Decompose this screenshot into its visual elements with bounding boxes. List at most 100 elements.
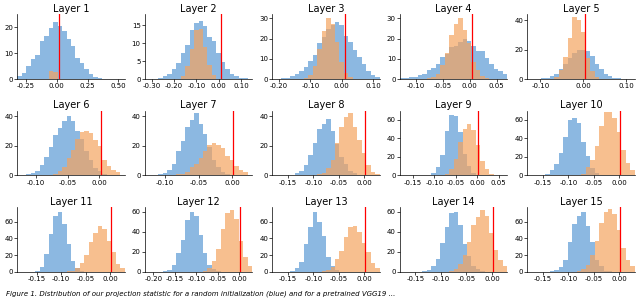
Bar — [207, 268, 212, 272]
Bar — [563, 136, 568, 176]
Bar — [102, 160, 107, 176]
Bar — [207, 145, 212, 176]
Bar — [53, 135, 58, 176]
Bar — [53, 174, 58, 176]
Bar — [440, 57, 445, 79]
Bar — [604, 271, 608, 272]
Bar — [481, 210, 485, 272]
Bar — [158, 174, 163, 176]
Bar — [22, 175, 26, 176]
Title: Layer 2: Layer 2 — [180, 4, 217, 14]
Bar — [572, 118, 577, 176]
Bar — [612, 78, 617, 79]
Bar — [326, 29, 330, 79]
Bar — [344, 36, 348, 79]
Bar — [154, 175, 158, 176]
Bar — [185, 45, 189, 79]
Bar — [317, 43, 321, 79]
Bar — [454, 212, 458, 272]
Title: Layer 6: Layer 6 — [52, 100, 89, 111]
Bar — [58, 171, 62, 176]
Bar — [344, 73, 348, 79]
Bar — [230, 175, 234, 176]
Bar — [67, 39, 71, 79]
Bar — [216, 145, 221, 176]
Bar — [212, 143, 216, 176]
Bar — [84, 69, 89, 79]
Bar — [476, 217, 481, 272]
Bar — [163, 76, 167, 79]
Bar — [577, 20, 581, 79]
Bar — [608, 271, 612, 272]
Bar — [490, 174, 494, 176]
Bar — [449, 169, 454, 176]
Bar — [595, 77, 599, 79]
Bar — [80, 271, 84, 272]
Bar — [49, 234, 53, 272]
Bar — [62, 224, 67, 272]
Bar — [107, 166, 111, 176]
Bar — [458, 142, 463, 176]
Bar — [35, 271, 40, 272]
Bar — [590, 255, 595, 272]
Bar — [180, 53, 185, 79]
Bar — [577, 50, 581, 79]
Bar — [321, 31, 326, 79]
Bar — [225, 69, 230, 79]
Bar — [431, 266, 436, 272]
Bar — [427, 175, 431, 176]
Bar — [476, 269, 481, 272]
Bar — [317, 222, 321, 272]
Bar — [163, 271, 167, 272]
Title: Layer 13: Layer 13 — [305, 197, 348, 207]
Bar — [559, 267, 563, 272]
Bar — [371, 75, 375, 79]
Bar — [362, 243, 366, 272]
Bar — [102, 174, 107, 176]
Bar — [362, 64, 366, 79]
Bar — [572, 17, 577, 79]
Bar — [243, 257, 248, 272]
Bar — [31, 59, 35, 79]
Bar — [335, 22, 339, 79]
Bar — [172, 265, 176, 272]
Bar — [481, 76, 485, 79]
Bar — [422, 74, 427, 79]
Bar — [330, 160, 335, 176]
Bar — [321, 173, 326, 176]
Bar — [321, 37, 326, 79]
Bar — [93, 140, 98, 176]
Bar — [291, 76, 295, 79]
Bar — [467, 125, 472, 176]
Bar — [194, 23, 198, 79]
Bar — [494, 250, 499, 272]
Bar — [116, 263, 120, 272]
Bar — [458, 264, 463, 272]
Bar — [541, 78, 545, 79]
Bar — [375, 174, 380, 176]
Bar — [17, 76, 22, 79]
Bar — [449, 47, 454, 79]
Bar — [335, 143, 339, 176]
Bar — [499, 71, 503, 79]
Bar — [375, 77, 380, 79]
Bar — [313, 143, 317, 176]
Bar — [44, 157, 49, 176]
Bar — [348, 42, 353, 79]
Bar — [49, 72, 53, 79]
Bar — [467, 41, 472, 79]
Bar — [339, 251, 344, 272]
Bar — [400, 78, 404, 79]
Bar — [550, 271, 554, 272]
Bar — [212, 269, 216, 272]
Bar — [357, 175, 362, 176]
Bar — [330, 266, 335, 272]
Bar — [212, 75, 216, 79]
Bar — [194, 164, 198, 176]
Bar — [463, 244, 467, 272]
Bar — [344, 117, 348, 176]
Bar — [49, 148, 53, 176]
Bar — [458, 132, 463, 176]
Bar — [348, 77, 353, 79]
Bar — [599, 266, 604, 272]
